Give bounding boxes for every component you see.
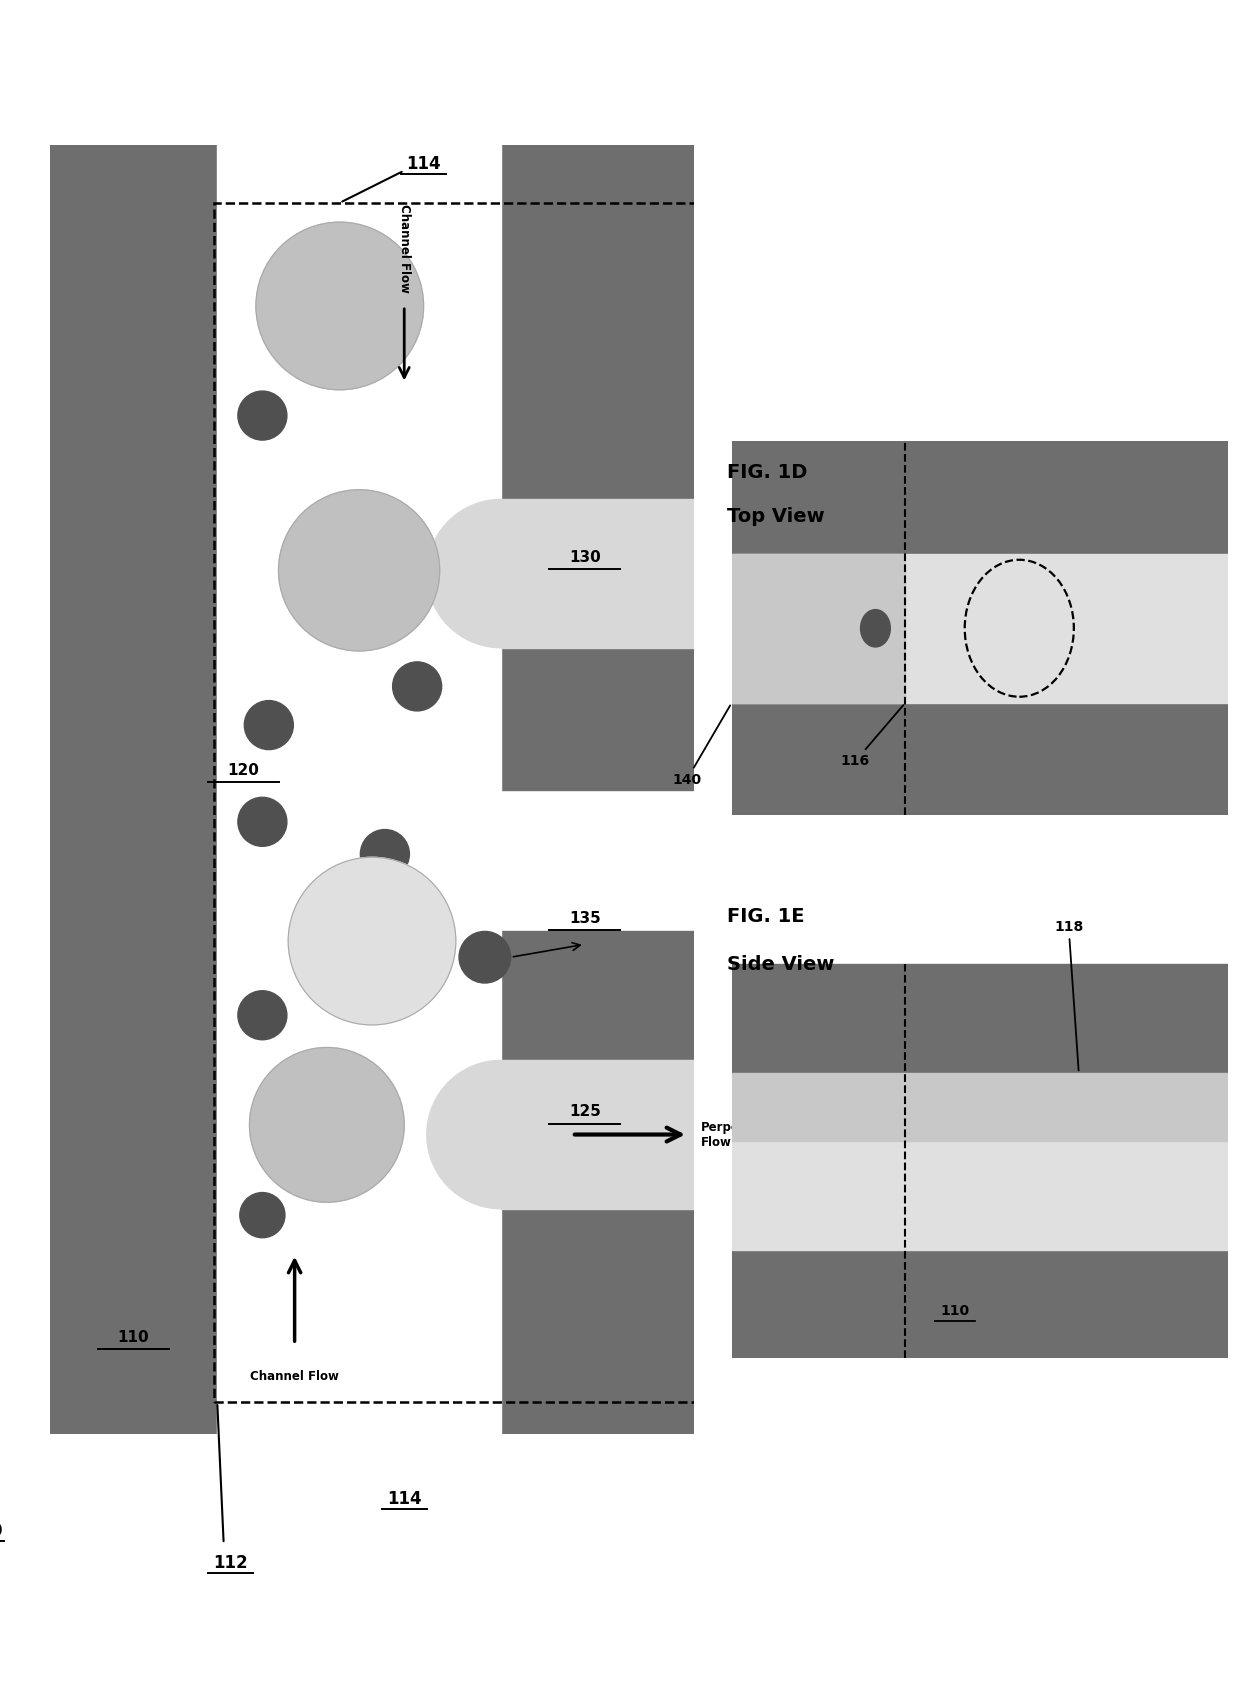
Text: FIG. 1D: FIG. 1D: [727, 464, 807, 482]
Circle shape: [288, 857, 456, 1026]
Text: Channel Flow: Channel Flow: [398, 204, 410, 294]
Text: 110: 110: [118, 1330, 149, 1345]
Bar: [501, 1209, 694, 1435]
Circle shape: [861, 610, 890, 647]
Text: 110: 110: [940, 1304, 970, 1318]
Circle shape: [393, 662, 441, 711]
Circle shape: [244, 701, 294, 749]
Circle shape: [238, 391, 286, 440]
Bar: [732, 554, 905, 703]
Polygon shape: [427, 1060, 501, 1209]
Bar: [732, 1141, 1228, 1250]
Bar: [501, 647, 694, 790]
Bar: [732, 1250, 1228, 1358]
Text: 100: 100: [0, 1521, 2, 1540]
Bar: [732, 964, 1228, 1073]
Text: 130: 130: [569, 550, 600, 565]
Circle shape: [255, 222, 424, 391]
Text: Top View: Top View: [727, 506, 825, 526]
Circle shape: [239, 1192, 285, 1238]
Circle shape: [238, 798, 286, 846]
Text: 114: 114: [407, 155, 441, 173]
Text: 120: 120: [227, 762, 259, 778]
Text: 140: 140: [672, 705, 730, 786]
Bar: [501, 932, 694, 1060]
Bar: [732, 1073, 1228, 1141]
Text: 116: 116: [841, 705, 904, 767]
Circle shape: [238, 990, 286, 1039]
Circle shape: [249, 1048, 404, 1202]
Circle shape: [279, 489, 440, 650]
Bar: [732, 703, 1228, 815]
Text: FIG. 1E: FIG. 1E: [727, 907, 804, 927]
Text: 125: 125: [569, 1104, 600, 1119]
Bar: [217, 144, 501, 1435]
Bar: [501, 144, 694, 499]
Bar: [50, 144, 217, 1435]
Bar: [732, 441, 1228, 554]
Polygon shape: [427, 499, 501, 647]
Circle shape: [361, 830, 409, 878]
Text: Channel Flow: Channel Flow: [250, 1370, 339, 1382]
Text: 114: 114: [387, 1489, 422, 1508]
Text: 112: 112: [213, 1554, 248, 1572]
Bar: [501, 1060, 694, 1209]
Text: Side View: Side View: [727, 954, 835, 975]
Bar: [501, 499, 694, 647]
Bar: [215, 202, 698, 1403]
Text: 118: 118: [1054, 920, 1084, 1070]
Text: 135: 135: [569, 912, 600, 925]
Bar: [732, 554, 1228, 703]
Circle shape: [459, 932, 511, 983]
Text: Perpendicular
Flow: Perpendicular Flow: [701, 1121, 794, 1148]
